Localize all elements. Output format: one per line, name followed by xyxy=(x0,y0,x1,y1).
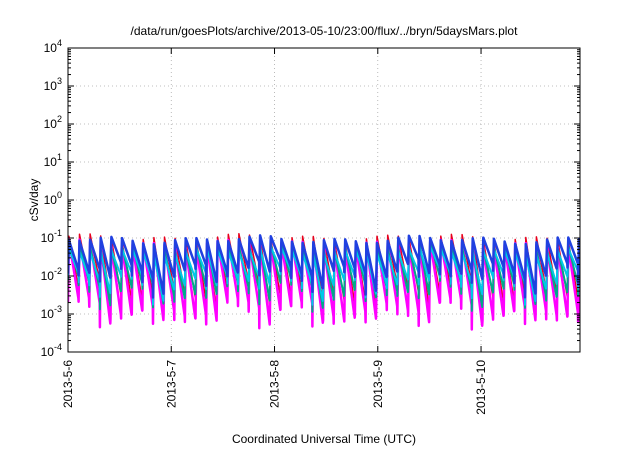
y-tick-label: 103 xyxy=(44,76,62,93)
y-tick-base: 10 xyxy=(44,193,58,207)
ticks xyxy=(67,47,580,353)
y-tick-label: 102 xyxy=(44,114,62,131)
y-tick-exponent: 4 xyxy=(57,38,62,48)
y-tick-label: 10-4 xyxy=(41,342,62,359)
y-tick-exponent: -2 xyxy=(54,266,62,276)
y-tick-exponent: -3 xyxy=(54,304,62,314)
y-tick-label: 104 xyxy=(44,38,62,55)
y-tick-exponent: 3 xyxy=(57,76,62,86)
x-tick-label: 2013-5-8 xyxy=(268,360,282,408)
y-tick-label: 10-1 xyxy=(41,228,62,245)
y-tick-exponent: 2 xyxy=(57,114,62,124)
y-axis-label: cSv/day xyxy=(27,179,41,222)
x-tick-label: 2013-5-10 xyxy=(474,360,488,415)
y-tick-label: 100 xyxy=(44,190,62,207)
y-tick-label: 101 xyxy=(44,152,62,169)
y-tick-base: 10 xyxy=(41,307,55,321)
y-tick-base: 10 xyxy=(44,79,58,93)
x-tick-labels: 2013-5-6 2013-5-7 2013-5-8 2013-5-9 2013-5-1… xyxy=(61,360,488,415)
y-tick-exponent: -4 xyxy=(54,342,62,352)
y-tick-base: 10 xyxy=(44,155,58,169)
y-tick-exponent: 0 xyxy=(57,190,62,200)
x-axis-label: Coordinated Universal Time (UTC) xyxy=(232,432,416,446)
chart-title: /data/run/goesPlots/archive/2013-05-10/2… xyxy=(131,24,519,38)
x-tick-label: 2013-5-7 xyxy=(164,360,178,408)
y-tick-base: 10 xyxy=(41,231,55,245)
y-tick-label: 10-2 xyxy=(41,266,62,283)
y-tick-label: 10-3 xyxy=(41,304,62,321)
series-group xyxy=(68,232,580,331)
y-tick-base: 10 xyxy=(41,269,55,283)
y-tick-base: 10 xyxy=(44,41,58,55)
y-tick-base: 10 xyxy=(41,345,55,359)
y-tick-exponent: 1 xyxy=(57,152,62,162)
x-tick-label: 2013-5-9 xyxy=(371,360,385,408)
x-tick-label: 2013-5-6 xyxy=(61,360,75,408)
y-tick-exponent: -1 xyxy=(54,228,62,238)
series-line xyxy=(68,234,580,299)
y-tick-base: 10 xyxy=(44,117,58,131)
